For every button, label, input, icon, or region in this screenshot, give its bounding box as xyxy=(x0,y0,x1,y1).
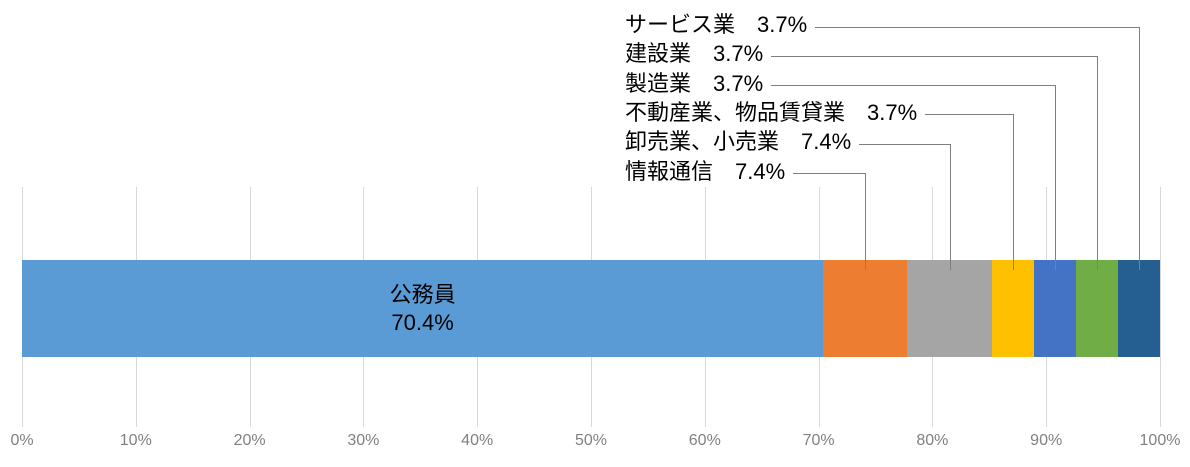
leader-line-vertical-3 xyxy=(1012,114,1014,270)
data-label-callout-6: サービス業 3.7% xyxy=(625,10,807,39)
axis-tick-label: 20% xyxy=(233,432,266,449)
leader-line-horizontal-3 xyxy=(925,114,1013,116)
gridline xyxy=(1160,187,1161,427)
data-label-callout-5: 建設業 3.7% xyxy=(625,39,763,68)
axis-tick-label: 80% xyxy=(916,432,949,449)
callout-label-value: 3.7% xyxy=(713,70,764,96)
leader-line-horizontal-4 xyxy=(771,85,1055,87)
inside-label-name: 公務員 xyxy=(389,281,456,307)
axis-tick-label: 100% xyxy=(1139,432,1181,449)
data-label-callout-4: 製造業 3.7% xyxy=(625,69,763,98)
leader-line-vertical-1 xyxy=(865,173,867,270)
axis-tick-label: 0% xyxy=(10,432,34,449)
axis-tick-label: 50% xyxy=(574,432,608,449)
leader-line-horizontal-1 xyxy=(793,173,866,174)
callout-label-value: 3.7% xyxy=(757,12,808,37)
leader-line-horizontal-5 xyxy=(771,55,1097,57)
bar-segment-4 xyxy=(1033,260,1076,357)
axis-tick-label: 30% xyxy=(347,432,380,449)
callout-label-value: 7.4% xyxy=(801,129,852,155)
callout-label-value: 7.4% xyxy=(735,158,786,184)
data-label-callout-2: 卸売業、小売業 7.4% xyxy=(625,127,851,156)
callout-label-value: 3.7% xyxy=(713,41,764,67)
axis-tick-label: 10% xyxy=(119,432,152,449)
data-label-callout-3: 不動産業、物品賃貸業 3.7% xyxy=(625,98,917,127)
bar-segment-5 xyxy=(1075,260,1118,357)
bar-segment-0 xyxy=(22,260,824,357)
leader-line-vertical-2 xyxy=(949,143,951,270)
leader-line-vertical-4 xyxy=(1054,85,1056,270)
axis-tick-label: 90% xyxy=(1030,432,1063,449)
bar-segment-3 xyxy=(991,260,1034,357)
callout-label-name: 製造業 xyxy=(625,70,692,96)
data-label-callout-1: 情報通信 7.4% xyxy=(625,157,785,186)
inside-label-value: 70.4% xyxy=(391,309,454,335)
leader-line-vertical-5 xyxy=(1096,55,1098,270)
axis-tick-label: 60% xyxy=(688,432,721,449)
axis-tick-label: 40% xyxy=(461,432,494,449)
callout-label-name: 卸売業、小売業 xyxy=(625,129,780,155)
leader-line-horizontal-2 xyxy=(859,143,950,145)
callout-label-value: 3.7% xyxy=(867,99,918,125)
axis-tick-label: 70% xyxy=(802,432,835,449)
bar-segment-2 xyxy=(907,260,992,357)
callout-label-name: 建設業 xyxy=(625,41,692,67)
callout-label-name: 不動産業、物品賃貸業 xyxy=(625,99,846,125)
bar-segment-6 xyxy=(1117,260,1160,357)
data-label-inside: 公務員 70.4% xyxy=(390,281,456,337)
bar-segment-1 xyxy=(823,260,908,357)
leader-line-horizontal-6 xyxy=(815,26,1139,28)
callout-label-name: 情報通信 xyxy=(625,158,714,184)
callout-label-name: サービス業 xyxy=(625,12,736,37)
leader-line-vertical-6 xyxy=(1138,26,1140,270)
